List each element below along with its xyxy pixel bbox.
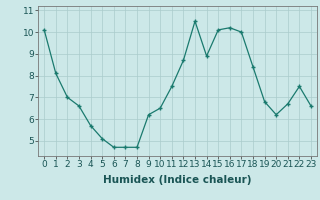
- X-axis label: Humidex (Indice chaleur): Humidex (Indice chaleur): [103, 175, 252, 185]
